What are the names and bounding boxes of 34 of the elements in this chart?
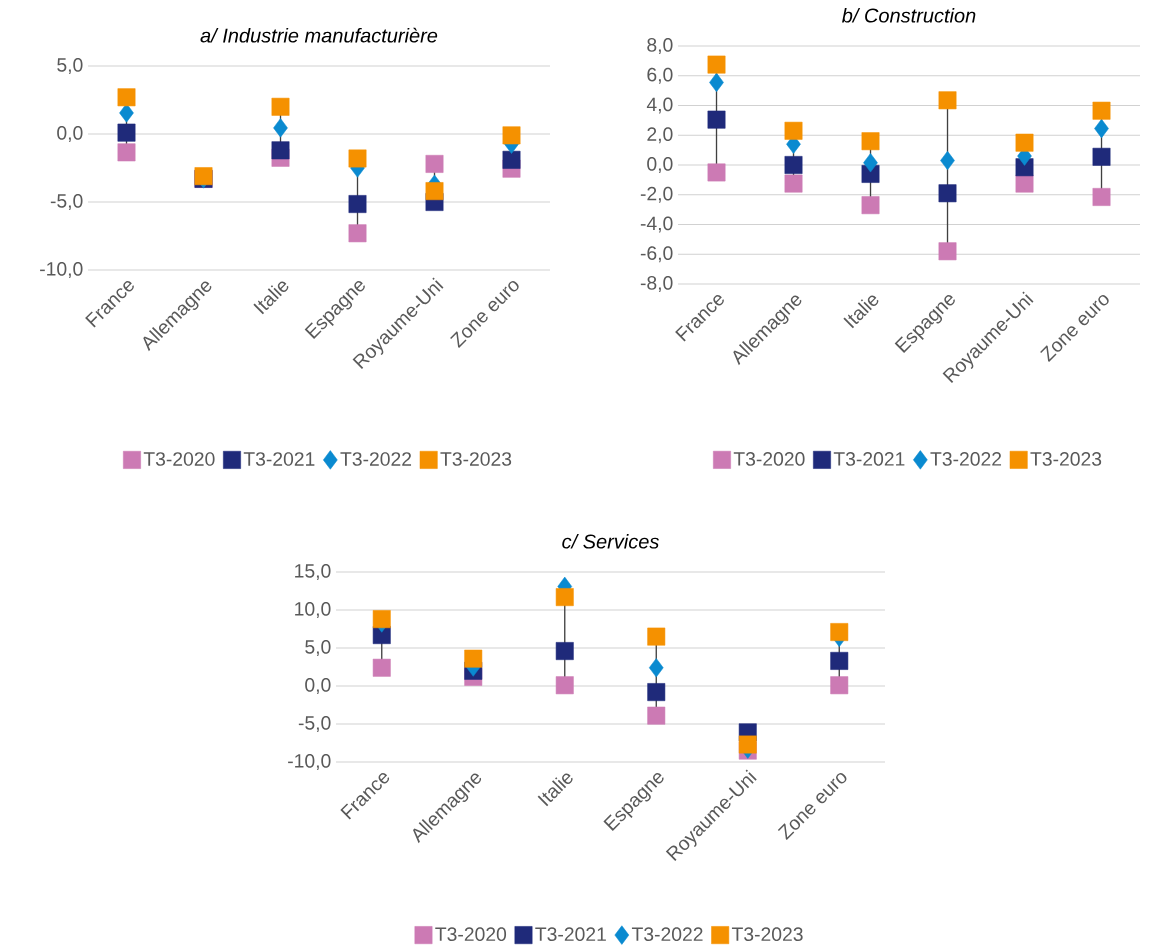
y-tick-label: -4,0 xyxy=(640,216,673,233)
y-tick-label: 5,0 xyxy=(305,640,331,656)
legend-label: T3-2023 xyxy=(440,452,512,466)
chart-title: b/ Construction xyxy=(842,7,976,23)
y-tick-label: 5,0 xyxy=(57,58,83,74)
y-tick-label: -2,0 xyxy=(640,186,673,203)
legend-label: T3-2020 xyxy=(435,927,507,942)
y-tick-label: 15,0 xyxy=(295,564,331,580)
y-tick-label: 0,0 xyxy=(57,126,83,142)
y-tick-label: -5,0 xyxy=(298,716,331,732)
legend-label: T3-2020 xyxy=(733,452,805,466)
y-tick-label: -10,0 xyxy=(288,754,331,770)
y-tick-label: 8,0 xyxy=(647,38,673,54)
y-tick-label: -10,0 xyxy=(40,262,83,278)
chart-title: c/ Services xyxy=(562,533,659,549)
y-tick-label: 0,0 xyxy=(305,678,331,694)
y-tick-label: 0,0 xyxy=(647,157,673,173)
legend-label: T3-2023 xyxy=(731,927,803,942)
y-tick-label: 2,0 xyxy=(647,127,673,144)
y-tick-label: 10,0 xyxy=(295,602,331,618)
y-tick-label: -5,0 xyxy=(50,194,83,210)
legend-label: T3-2022 xyxy=(930,452,1002,466)
y-tick-label: -8,0 xyxy=(640,276,673,292)
legend-label: T3-2023 xyxy=(1030,452,1102,466)
legend-label: T3-2021 xyxy=(243,452,315,466)
chart-title: a/ Industrie manufacturière xyxy=(200,27,438,43)
legend-label: T3-2021 xyxy=(535,927,606,942)
y-tick-label: 6,0 xyxy=(647,67,673,84)
legend-label: T3-2022 xyxy=(340,452,412,466)
legend-label: T3-2021 xyxy=(833,452,905,466)
legend-label: T3-2020 xyxy=(143,452,215,466)
y-tick-label: -6,0 xyxy=(640,246,673,263)
legend-label: T3-2022 xyxy=(631,927,703,942)
y-tick-label: 4,0 xyxy=(646,97,673,114)
